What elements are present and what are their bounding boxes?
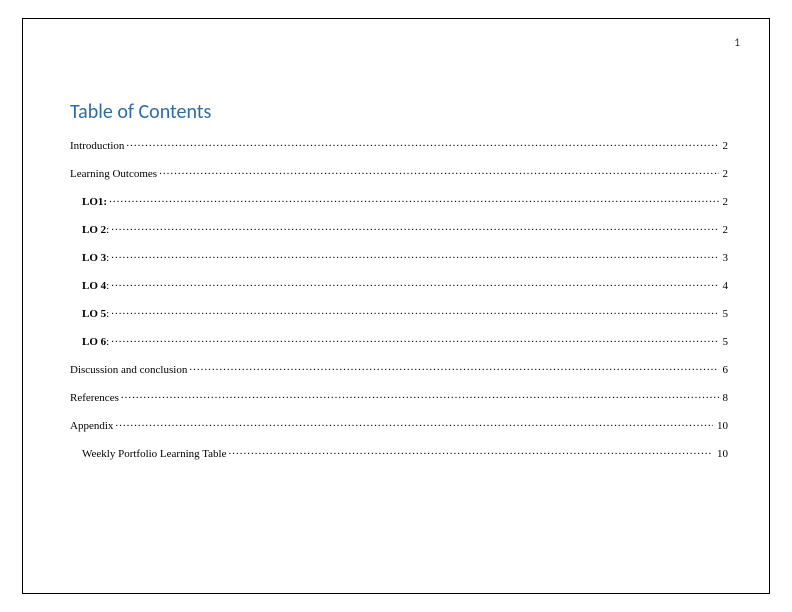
toc-leader [115,418,713,429]
page-number: 1 [734,36,740,49]
toc-entry-label: References [70,392,119,404]
toc-entry[interactable]: Learning Outcomes 2 [70,166,728,180]
toc-leader [111,334,718,345]
toc-entry-label: LO 6: [82,336,109,348]
toc-leader [228,446,713,457]
toc-entry-page: 10 [715,448,728,460]
toc-leader [111,250,718,261]
toc-leader [111,278,718,289]
toc-entry-label: Weekly Portfolio Learning Table [82,448,226,460]
toc-entry[interactable]: Weekly Portfolio Learning Table 10 [70,446,728,460]
toc-leader [111,306,718,317]
toc-title: Table of Contents [70,100,728,124]
toc-entry-page: 5 [721,336,729,348]
toc-entry-label: Discussion and conclusion [70,364,187,376]
toc-entry-label: LO 5: [82,308,109,320]
toc-entry-label: LO 3: [82,252,109,264]
toc-entry-page: 2 [721,224,729,236]
toc-entry-label: Learning Outcomes [70,168,157,180]
toc-entry[interactable]: LO1: 2 [70,194,728,208]
toc-entry[interactable]: References 8 [70,390,728,404]
toc-leader [159,166,718,177]
toc-container: Table of Contents Introduction2Learning … [70,100,728,474]
toc-leader [126,138,718,149]
toc-leader [121,390,719,401]
toc-entry-page: 3 [721,252,729,264]
toc-entry[interactable]: LO 5: 5 [70,306,728,320]
toc-entry-page: 8 [721,392,729,404]
toc-leader [189,362,718,373]
toc-entry-page: 10 [715,420,728,432]
toc-entry-label: Introduction [70,140,124,152]
toc-entry-page: 2 [721,140,729,152]
toc-entry[interactable]: Appendix 10 [70,418,728,432]
toc-entry[interactable]: LO 2: 2 [70,222,728,236]
toc-entry[interactable]: Discussion and conclusion 6 [70,362,728,376]
toc-entry-label: Appendix [70,420,113,432]
toc-entry[interactable]: LO 4: 4 [70,278,728,292]
toc-entry[interactable]: Introduction 2 [70,138,728,152]
toc-entry-label: LO 2: [82,224,109,236]
toc-entry-page: 2 [721,196,729,208]
toc-leader [111,222,718,233]
toc-entry-label: LO 4: [82,280,109,292]
toc-entry-label: LO1: [82,196,107,208]
toc-entry-page: 4 [721,280,729,292]
toc-entry[interactable]: LO 6: 5 [70,334,728,348]
toc-entry-page: 2 [721,168,729,180]
toc-leader [109,194,718,205]
toc-list: Introduction2Learning Outcomes2LO1:2LO 2… [70,138,728,460]
toc-entry[interactable]: LO 3: 3 [70,250,728,264]
toc-entry-page: 6 [721,364,729,376]
toc-entry-page: 5 [721,308,729,320]
